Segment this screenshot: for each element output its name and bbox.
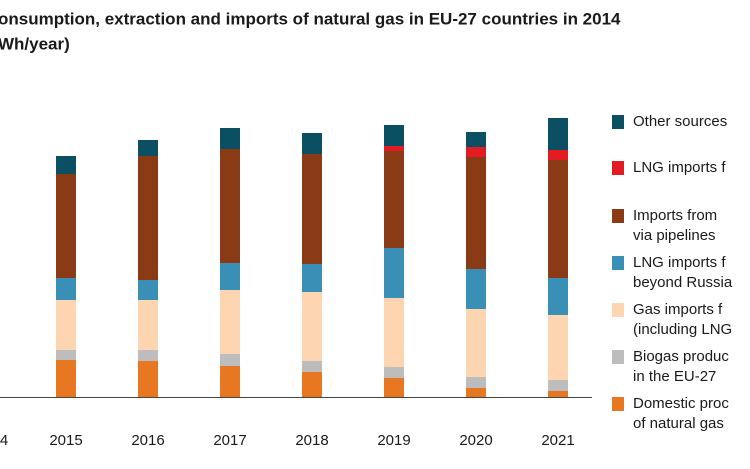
bar-segment (220, 366, 240, 397)
bar-segment (56, 174, 76, 278)
bar-segment (220, 149, 240, 263)
bar-segment (302, 154, 322, 264)
x-tick-label: 2017 (213, 432, 246, 449)
bar-segment (138, 140, 158, 156)
bar-segment (466, 132, 486, 147)
bar-segment (56, 278, 76, 300)
bar-segment (138, 361, 158, 397)
bar-segment (302, 361, 322, 372)
legend-label: in the EU-27 (633, 368, 716, 385)
bar-segment (548, 380, 568, 391)
bar-segment (220, 263, 240, 290)
bar-segment (138, 350, 158, 361)
legend-swatch (612, 350, 624, 364)
bar-segment (548, 160, 568, 278)
bar-segment (384, 367, 404, 378)
bar-segment (138, 300, 158, 350)
bar-segment (384, 248, 404, 298)
bar-segment (56, 156, 76, 174)
bar-segment (548, 278, 568, 315)
legend-label: beyond Russia (633, 274, 733, 291)
bar-segment (466, 309, 486, 377)
legend-swatch (612, 209, 624, 223)
bar-segment (220, 128, 240, 149)
legend-label: Biogas produc (633, 348, 729, 365)
bar-segment (548, 315, 568, 380)
x-tick-label: 2016 (131, 432, 164, 449)
bar-segment (220, 290, 240, 354)
bar-segment (56, 300, 76, 350)
bar-segment (384, 378, 404, 397)
legend-label: Imports from (633, 207, 717, 224)
legend-label: Other sources (633, 113, 727, 130)
x-tick-label: 2019 (377, 432, 410, 449)
chart-title: Wh/year) (0, 34, 70, 53)
bar-segment (548, 150, 568, 160)
bar-segment (466, 377, 486, 388)
legend-swatch (612, 303, 624, 317)
x-tick-label: 2021 (541, 432, 574, 449)
bar-segment (466, 147, 486, 157)
bar-segment (56, 350, 76, 360)
bar-segment (384, 146, 404, 151)
bar-segment (384, 125, 404, 146)
x-tick-label: 4 (0, 432, 8, 449)
bar-segment (384, 151, 404, 248)
bar-segment (138, 156, 158, 280)
bar-segment (548, 118, 568, 150)
legend-swatch (612, 397, 624, 411)
bar-segment (220, 354, 240, 366)
x-tick-label: 2015 (49, 432, 82, 449)
bar-segment (466, 157, 486, 269)
bar-segment (466, 388, 486, 397)
legend-swatch (612, 161, 624, 175)
bar-segment (302, 292, 322, 361)
bar-segment (302, 372, 322, 397)
legend-label: via pipelines (633, 227, 716, 244)
legend-swatch (612, 256, 624, 270)
chart-title: onsumption, extraction and imports of na… (0, 9, 621, 28)
legend-label: LNG imports f (633, 254, 726, 271)
x-tick-label: 2018 (295, 432, 328, 449)
legend-swatch (612, 115, 624, 129)
bar-segment (302, 133, 322, 154)
bar-segment (548, 391, 568, 397)
legend-label: of natural gas (633, 415, 724, 432)
bar-segment (302, 264, 322, 292)
bar-segment (384, 298, 404, 367)
legend-label: Domestic proc (633, 395, 729, 412)
legend-label: LNG imports f (633, 159, 726, 176)
bar-segment (138, 280, 158, 300)
legend-label: (including LNG (633, 321, 732, 338)
legend-label: Gas imports f (633, 301, 723, 318)
bar-segment (466, 269, 486, 309)
x-tick-label: 2020 (459, 432, 492, 449)
bar-segment (56, 360, 76, 397)
